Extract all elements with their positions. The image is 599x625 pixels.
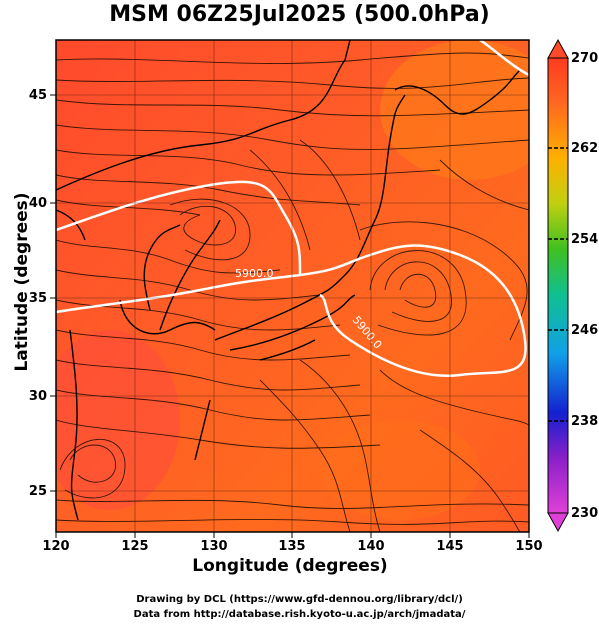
y-axis-label: Latitude (degrees): [12, 192, 32, 372]
x-tick-label: 140: [357, 539, 384, 554]
credit-footer: Drawing by DCL (https://www.gfd-dennou.o…: [0, 592, 599, 622]
coastlines: [56, 40, 521, 521]
y-tick-label: 40: [29, 196, 47, 211]
warm-patch: [380, 40, 529, 180]
credit-data-source: Data from http://database.rish.kyoto-u.a…: [133, 609, 466, 620]
warm-patch: [320, 420, 480, 520]
y-tick-label: 30: [29, 389, 47, 404]
colorbar-tick-label: 262: [571, 141, 598, 156]
credit-drawing: Drawing by DCL (https://www.gfd-dennou.o…: [136, 594, 463, 605]
x-tick-label: 150: [515, 539, 542, 554]
y-tick-label: 35: [29, 291, 47, 306]
x-tick-label: 120: [42, 539, 69, 554]
cool-patch: [56, 330, 180, 510]
y-tick-labels: 25 30 35 40 45: [29, 88, 47, 499]
x-tick-label: 135: [278, 539, 305, 554]
colorbar-top-arrow: [547, 38, 569, 59]
x-tick-label: 130: [200, 539, 227, 554]
x-tick-label: 125: [121, 539, 148, 554]
colorbar-tick-label: 246: [571, 323, 598, 338]
map-panel: 5900.0 5900.0: [56, 40, 529, 532]
y-tick-label: 45: [29, 88, 47, 103]
contour-label: 5900.0: [235, 267, 274, 280]
colorbar-bottom-arrow: [547, 512, 569, 533]
colorbar-tick-label: 238: [571, 414, 598, 429]
colorbar-tick-label: 230: [571, 506, 598, 521]
colorbar: 270 262 254 246 238 230: [547, 38, 598, 533]
x-tick-label: 145: [436, 539, 463, 554]
colorbar-tick-label: 254: [571, 232, 598, 247]
x-tick-labels: 120 125 130 135 140 145 150: [42, 539, 542, 554]
map-title: MSM 06Z25Jul2025 (500.0hPa): [109, 2, 490, 27]
grid: [56, 40, 529, 532]
geopotential-contour: [56, 40, 529, 377]
y-tick-label: 25: [29, 484, 47, 499]
x-tick-marks: [50, 94, 530, 538]
colorbar-tick-label: 270: [571, 51, 598, 66]
colorbar-gradient: [547, 57, 569, 514]
streamlines: [56, 52, 529, 532]
x-axis-label: Longitude (degrees): [192, 556, 388, 576]
